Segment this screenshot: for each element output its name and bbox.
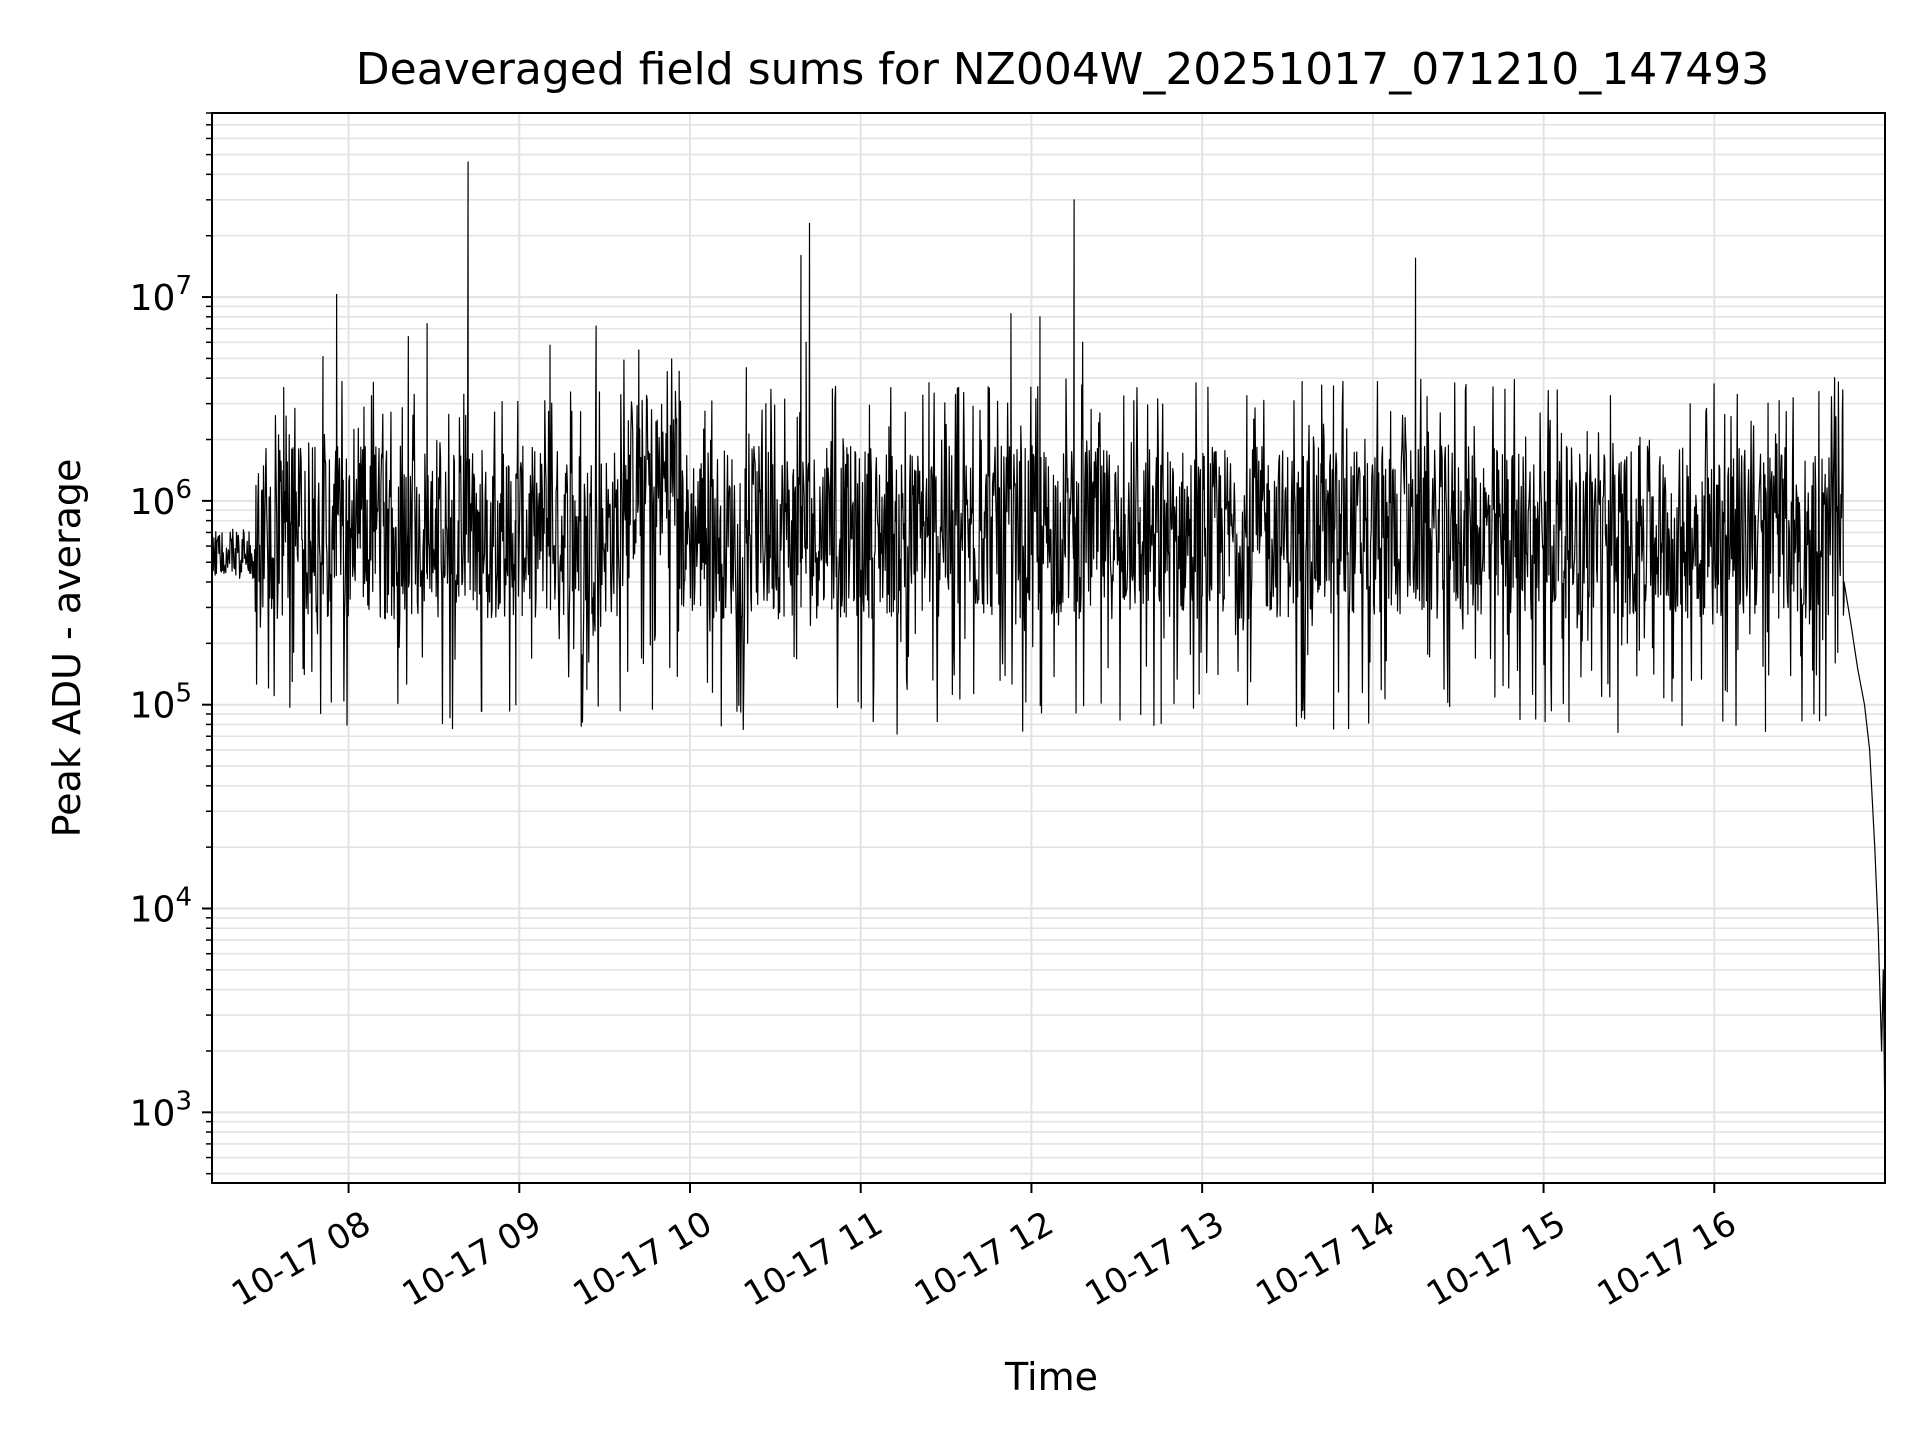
series-layer xyxy=(211,161,1886,1133)
y-tick-label-exponent: 3 xyxy=(175,1086,192,1116)
y-tick-label-base: 10 xyxy=(130,890,176,931)
y-tick-label-exponent: 4 xyxy=(175,883,192,913)
y-tick-label: 107 xyxy=(130,271,192,319)
y-tick-label-exponent: 7 xyxy=(175,271,192,301)
y-tick-label-base: 10 xyxy=(130,1093,176,1134)
chart-title: Deaveraged field sums for NZ004W_2025101… xyxy=(356,44,1769,95)
y-tick-label: 106 xyxy=(130,475,192,523)
y-tick-label-exponent: 5 xyxy=(175,679,192,709)
y-tick-label-base: 10 xyxy=(130,278,176,319)
plot-frame xyxy=(211,112,1886,1184)
y-tick-label: 105 xyxy=(130,679,192,727)
x-axis-label: Time xyxy=(1004,1355,1098,1399)
y-tick-label-base: 10 xyxy=(130,482,176,523)
y-tick-label-exponent: 6 xyxy=(175,475,192,505)
grid-layer xyxy=(212,112,1885,1183)
y-tick-label: 104 xyxy=(130,883,192,931)
series-line xyxy=(211,161,1886,1133)
y-tick-label-base: 10 xyxy=(130,686,176,727)
y-tick-label: 103 xyxy=(130,1086,192,1134)
y-axis-label: Peak ADU - average xyxy=(45,459,89,838)
